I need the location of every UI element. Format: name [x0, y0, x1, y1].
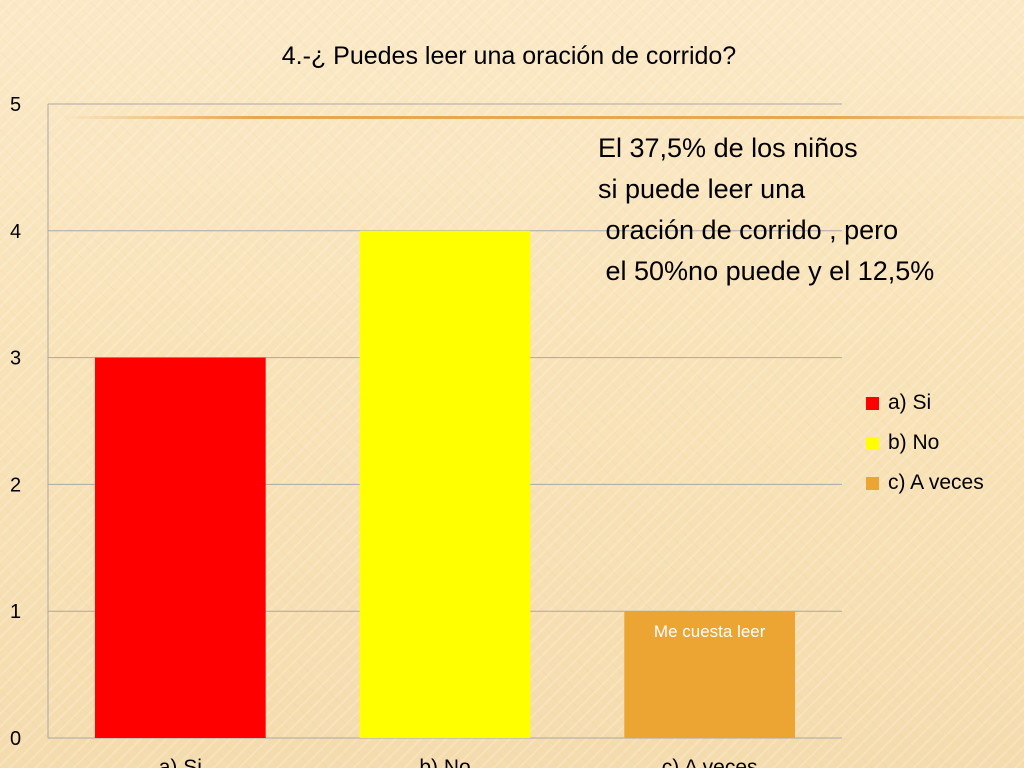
bar — [94, 357, 266, 738]
annotation-line: si puede leer una — [598, 174, 806, 204]
annotation-line: El 37,5% de los niños — [598, 133, 858, 163]
legend-label: c) A veces — [888, 471, 984, 494]
decorative-accent-line — [60, 116, 1024, 119]
legend-item: a) Si — [866, 383, 984, 423]
y-tick-label: 2 — [10, 474, 21, 496]
chart-legend: a) Si b) No c) A veces — [866, 383, 984, 503]
x-tick-label: a) Si — [159, 756, 202, 768]
chart-title: 4.-¿ Puedes leer una oración de corrido? — [281, 42, 737, 70]
x-tick-label: c) A veces — [662, 756, 758, 768]
legend-label: b) No — [888, 431, 940, 454]
x-tick-label: b) No — [419, 756, 470, 768]
bar — [624, 611, 796, 738]
legend-swatch — [866, 396, 879, 410]
legend-swatch — [866, 476, 879, 490]
y-tick-label: 0 — [10, 728, 21, 750]
annotation-text: El 37,5% de los niños si puede leer una … — [598, 128, 1018, 292]
data-label: Me cuesta leer — [654, 622, 766, 641]
legend-label: a) Si — [888, 391, 932, 414]
annotation-line: oración de corrido , pero — [598, 215, 899, 245]
legend-item: b) No — [866, 423, 984, 463]
y-tick-label: 4 — [10, 221, 21, 243]
legend-swatch — [866, 436, 879, 450]
legend-item: c) A veces — [866, 463, 984, 503]
bar — [359, 230, 531, 739]
y-tick-label: 5 — [10, 94, 21, 116]
annotation-line: el 50%no puede y el 12,5% — [598, 256, 935, 286]
y-tick-label: 1 — [10, 601, 21, 623]
y-tick-label: 3 — [10, 348, 21, 370]
